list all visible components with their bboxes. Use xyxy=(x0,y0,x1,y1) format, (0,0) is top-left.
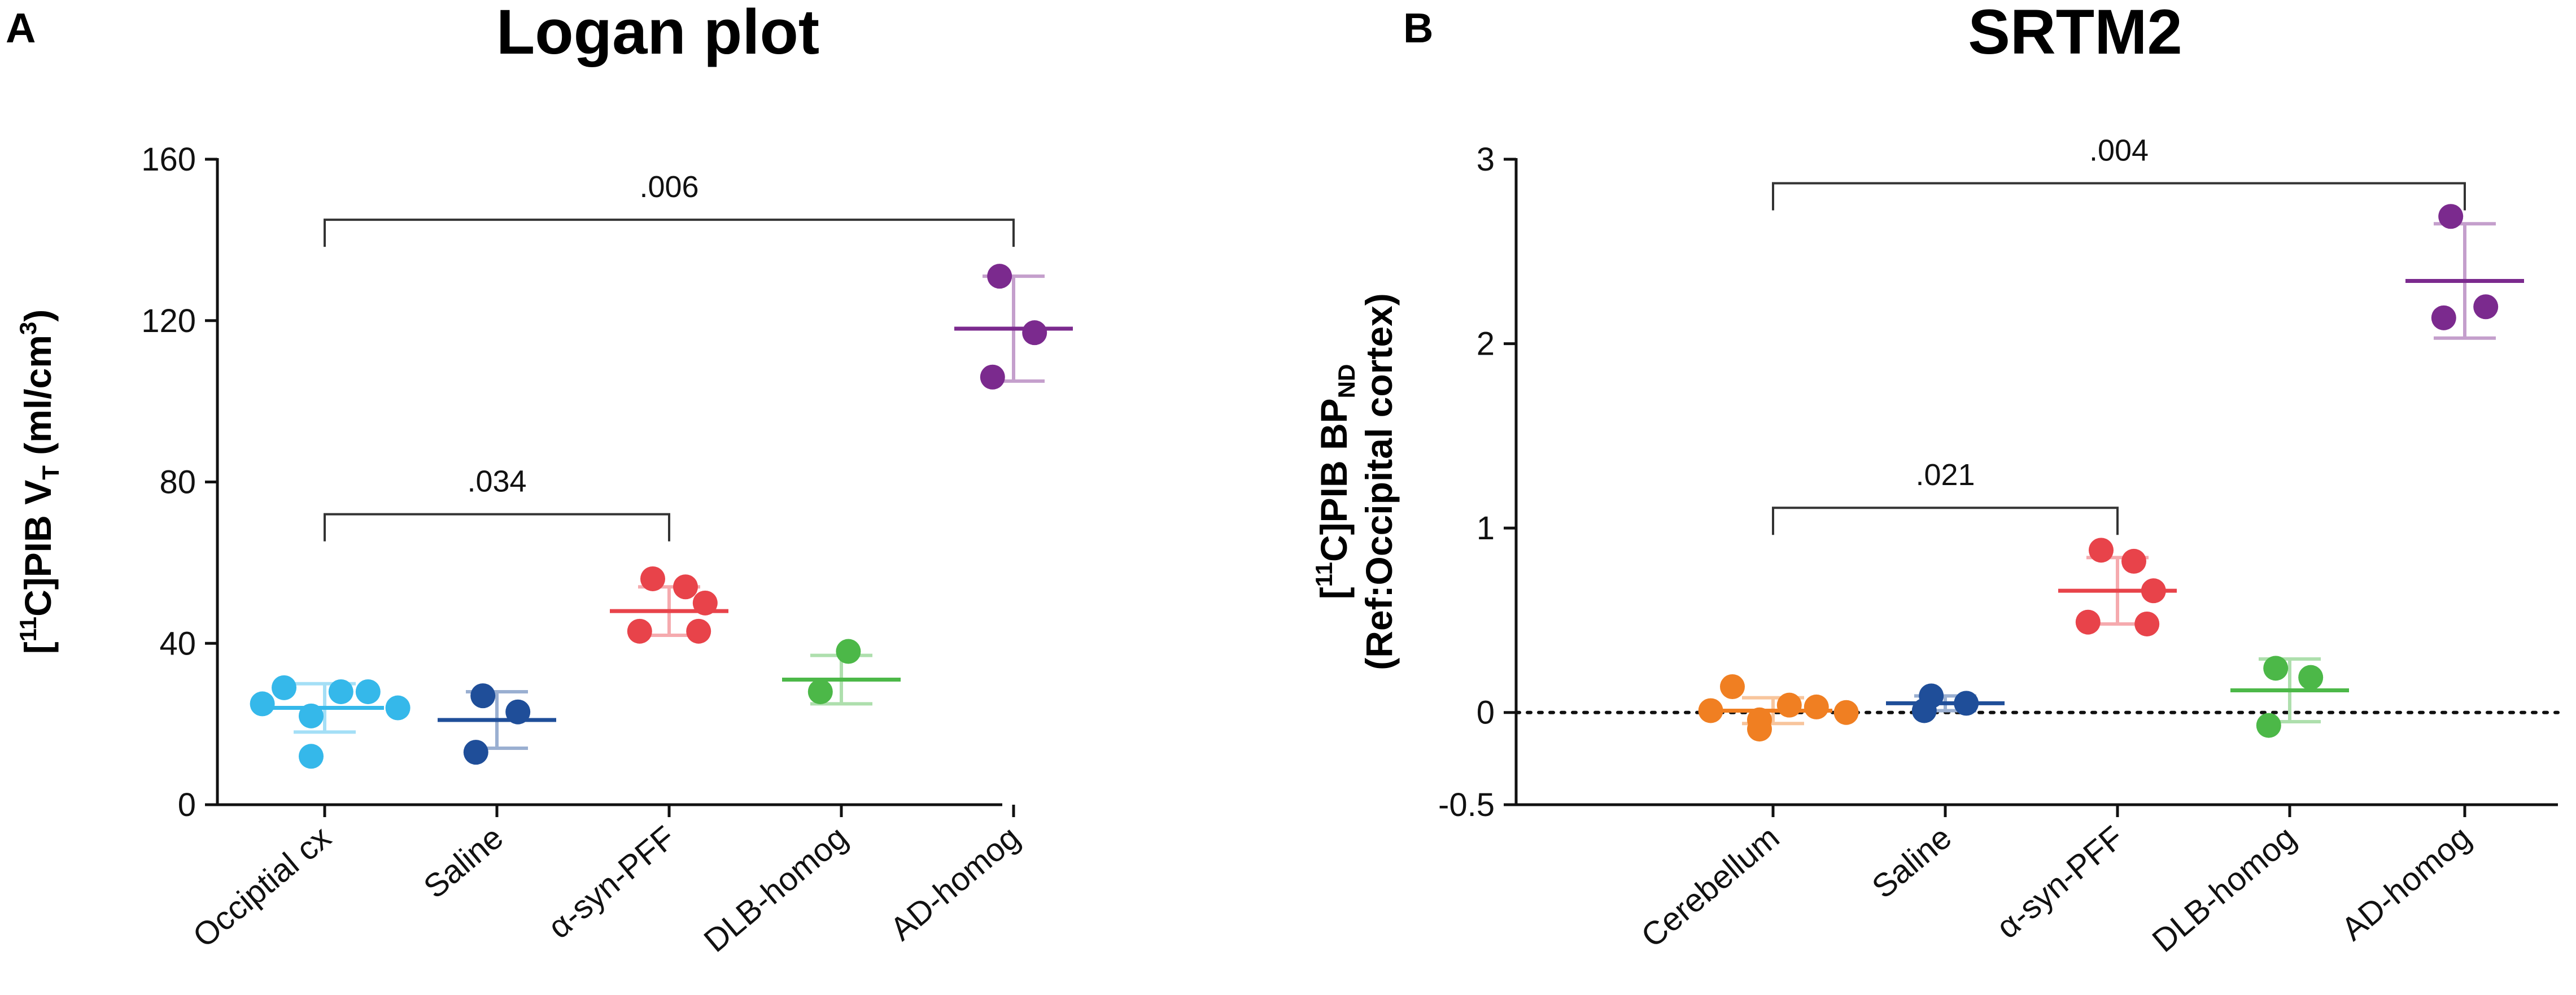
data-point xyxy=(1833,700,1859,725)
label-part: (ml/cm xyxy=(17,335,59,465)
p-value-label: .021 xyxy=(1915,458,1975,492)
y-tick-label: 2 xyxy=(1477,326,1495,363)
label-sub: ND xyxy=(1333,364,1360,399)
data-point xyxy=(2298,665,2324,690)
data-point xyxy=(1720,674,1745,699)
panel-b: B SRTM2 -0.5 0 1 2 3 Cerebellum Saline α-syn-PFF D… xyxy=(1311,0,2560,959)
label-sup: 11 xyxy=(1311,562,1337,587)
y-tick-label: 120 xyxy=(141,303,196,339)
data-point xyxy=(463,740,488,765)
data-point xyxy=(328,679,353,704)
x-category-label: Saline xyxy=(1865,819,1958,905)
p-value-label: .006 xyxy=(639,170,698,204)
data-point xyxy=(686,618,711,644)
y-tick-label: 3 xyxy=(1477,141,1495,178)
data-point xyxy=(2089,538,2114,563)
y-tick-label: 0 xyxy=(1477,695,1495,731)
y-tick-label: 80 xyxy=(159,464,196,501)
group-2 xyxy=(2058,538,2177,636)
y-axis-label-line2: (Ref:Occipital cortex) xyxy=(1358,293,1400,670)
data-point xyxy=(1022,320,1047,346)
label-part: ) xyxy=(17,309,59,322)
data-point xyxy=(355,679,381,704)
panel-letter: B xyxy=(1403,5,1433,51)
label-part: C]PIB BP xyxy=(1313,398,1355,562)
data-point xyxy=(1804,694,1829,719)
y-tick-label: 1 xyxy=(1477,510,1495,547)
data-point xyxy=(2134,611,2160,636)
data-point xyxy=(987,264,1012,289)
x-category-label: AD-homog xyxy=(883,819,1027,948)
label-sup: 11 xyxy=(15,617,41,641)
group-4 xyxy=(2405,204,2524,340)
group-0 xyxy=(250,675,411,769)
data-point xyxy=(836,639,861,664)
x-category-label: AD-homog xyxy=(2334,819,2478,948)
data-point xyxy=(2473,294,2499,320)
y-tick-label: 40 xyxy=(159,625,196,662)
chart-title: Logan plot xyxy=(496,0,819,67)
label-part: [ xyxy=(1313,587,1355,599)
label-sup: 3 xyxy=(15,322,41,335)
x-category-label: α-syn-PFF xyxy=(1989,819,2130,946)
data-point xyxy=(470,683,496,709)
x-category-label: DLB-homog xyxy=(2145,819,2303,959)
label-sub: T xyxy=(37,465,64,480)
chart-title: SRTM2 xyxy=(1968,0,2182,67)
group-1 xyxy=(1886,683,2005,723)
y-axis-label-line1: [11C]PIB BPND xyxy=(1311,364,1360,600)
y-tick-label: -0.5 xyxy=(1438,787,1495,823)
panel-letter: A xyxy=(6,5,36,51)
panel-a: A Logan plot 0 40 80 120 160 Occiptial cx Saline… xyxy=(6,0,1073,959)
data-point xyxy=(1747,717,1772,742)
x-category-label: DLB-homog xyxy=(697,819,854,959)
data-point xyxy=(807,679,833,704)
significance-bracket xyxy=(1772,182,2466,211)
data-point xyxy=(980,364,1005,390)
data-point xyxy=(627,618,652,644)
group-3 xyxy=(2230,656,2349,738)
data-point xyxy=(385,695,411,721)
y-axis-label: [11C]PIB VT (ml/cm3) xyxy=(15,309,64,654)
group-4 xyxy=(954,264,1073,390)
data-point xyxy=(2256,713,2281,738)
label-part: [ xyxy=(17,641,59,654)
data-point xyxy=(1698,698,1723,723)
data-point xyxy=(1776,692,1802,718)
significance-bracket xyxy=(1772,507,2119,535)
y-tick-label: 0 xyxy=(178,787,196,823)
x-category-label: Occiptial cx xyxy=(186,819,338,954)
data-point xyxy=(250,691,275,717)
y-tick-label: 160 xyxy=(141,141,196,178)
group-1 xyxy=(438,683,556,765)
data-point xyxy=(673,574,698,600)
data-point xyxy=(272,675,296,700)
group-0 xyxy=(1698,674,1859,742)
p-value-label: .034 xyxy=(467,465,526,499)
data-point xyxy=(2263,656,2289,681)
label-part: C]PIB V xyxy=(17,480,59,617)
x-category-label: α-syn-PFF xyxy=(541,819,682,946)
data-point xyxy=(2438,204,2464,229)
x-category-label: Saline xyxy=(417,819,510,905)
significance-bracket xyxy=(324,513,670,542)
significance-bracket xyxy=(324,219,1015,247)
data-point xyxy=(2431,305,2456,330)
data-point xyxy=(2121,548,2146,574)
group-2 xyxy=(610,566,728,644)
data-point xyxy=(299,744,324,769)
p-value-label: .004 xyxy=(2089,133,2149,167)
group-3 xyxy=(782,639,901,706)
x-category-label: Cerebellum xyxy=(1634,819,1786,954)
data-point xyxy=(2075,609,2101,635)
data-point xyxy=(640,566,665,591)
